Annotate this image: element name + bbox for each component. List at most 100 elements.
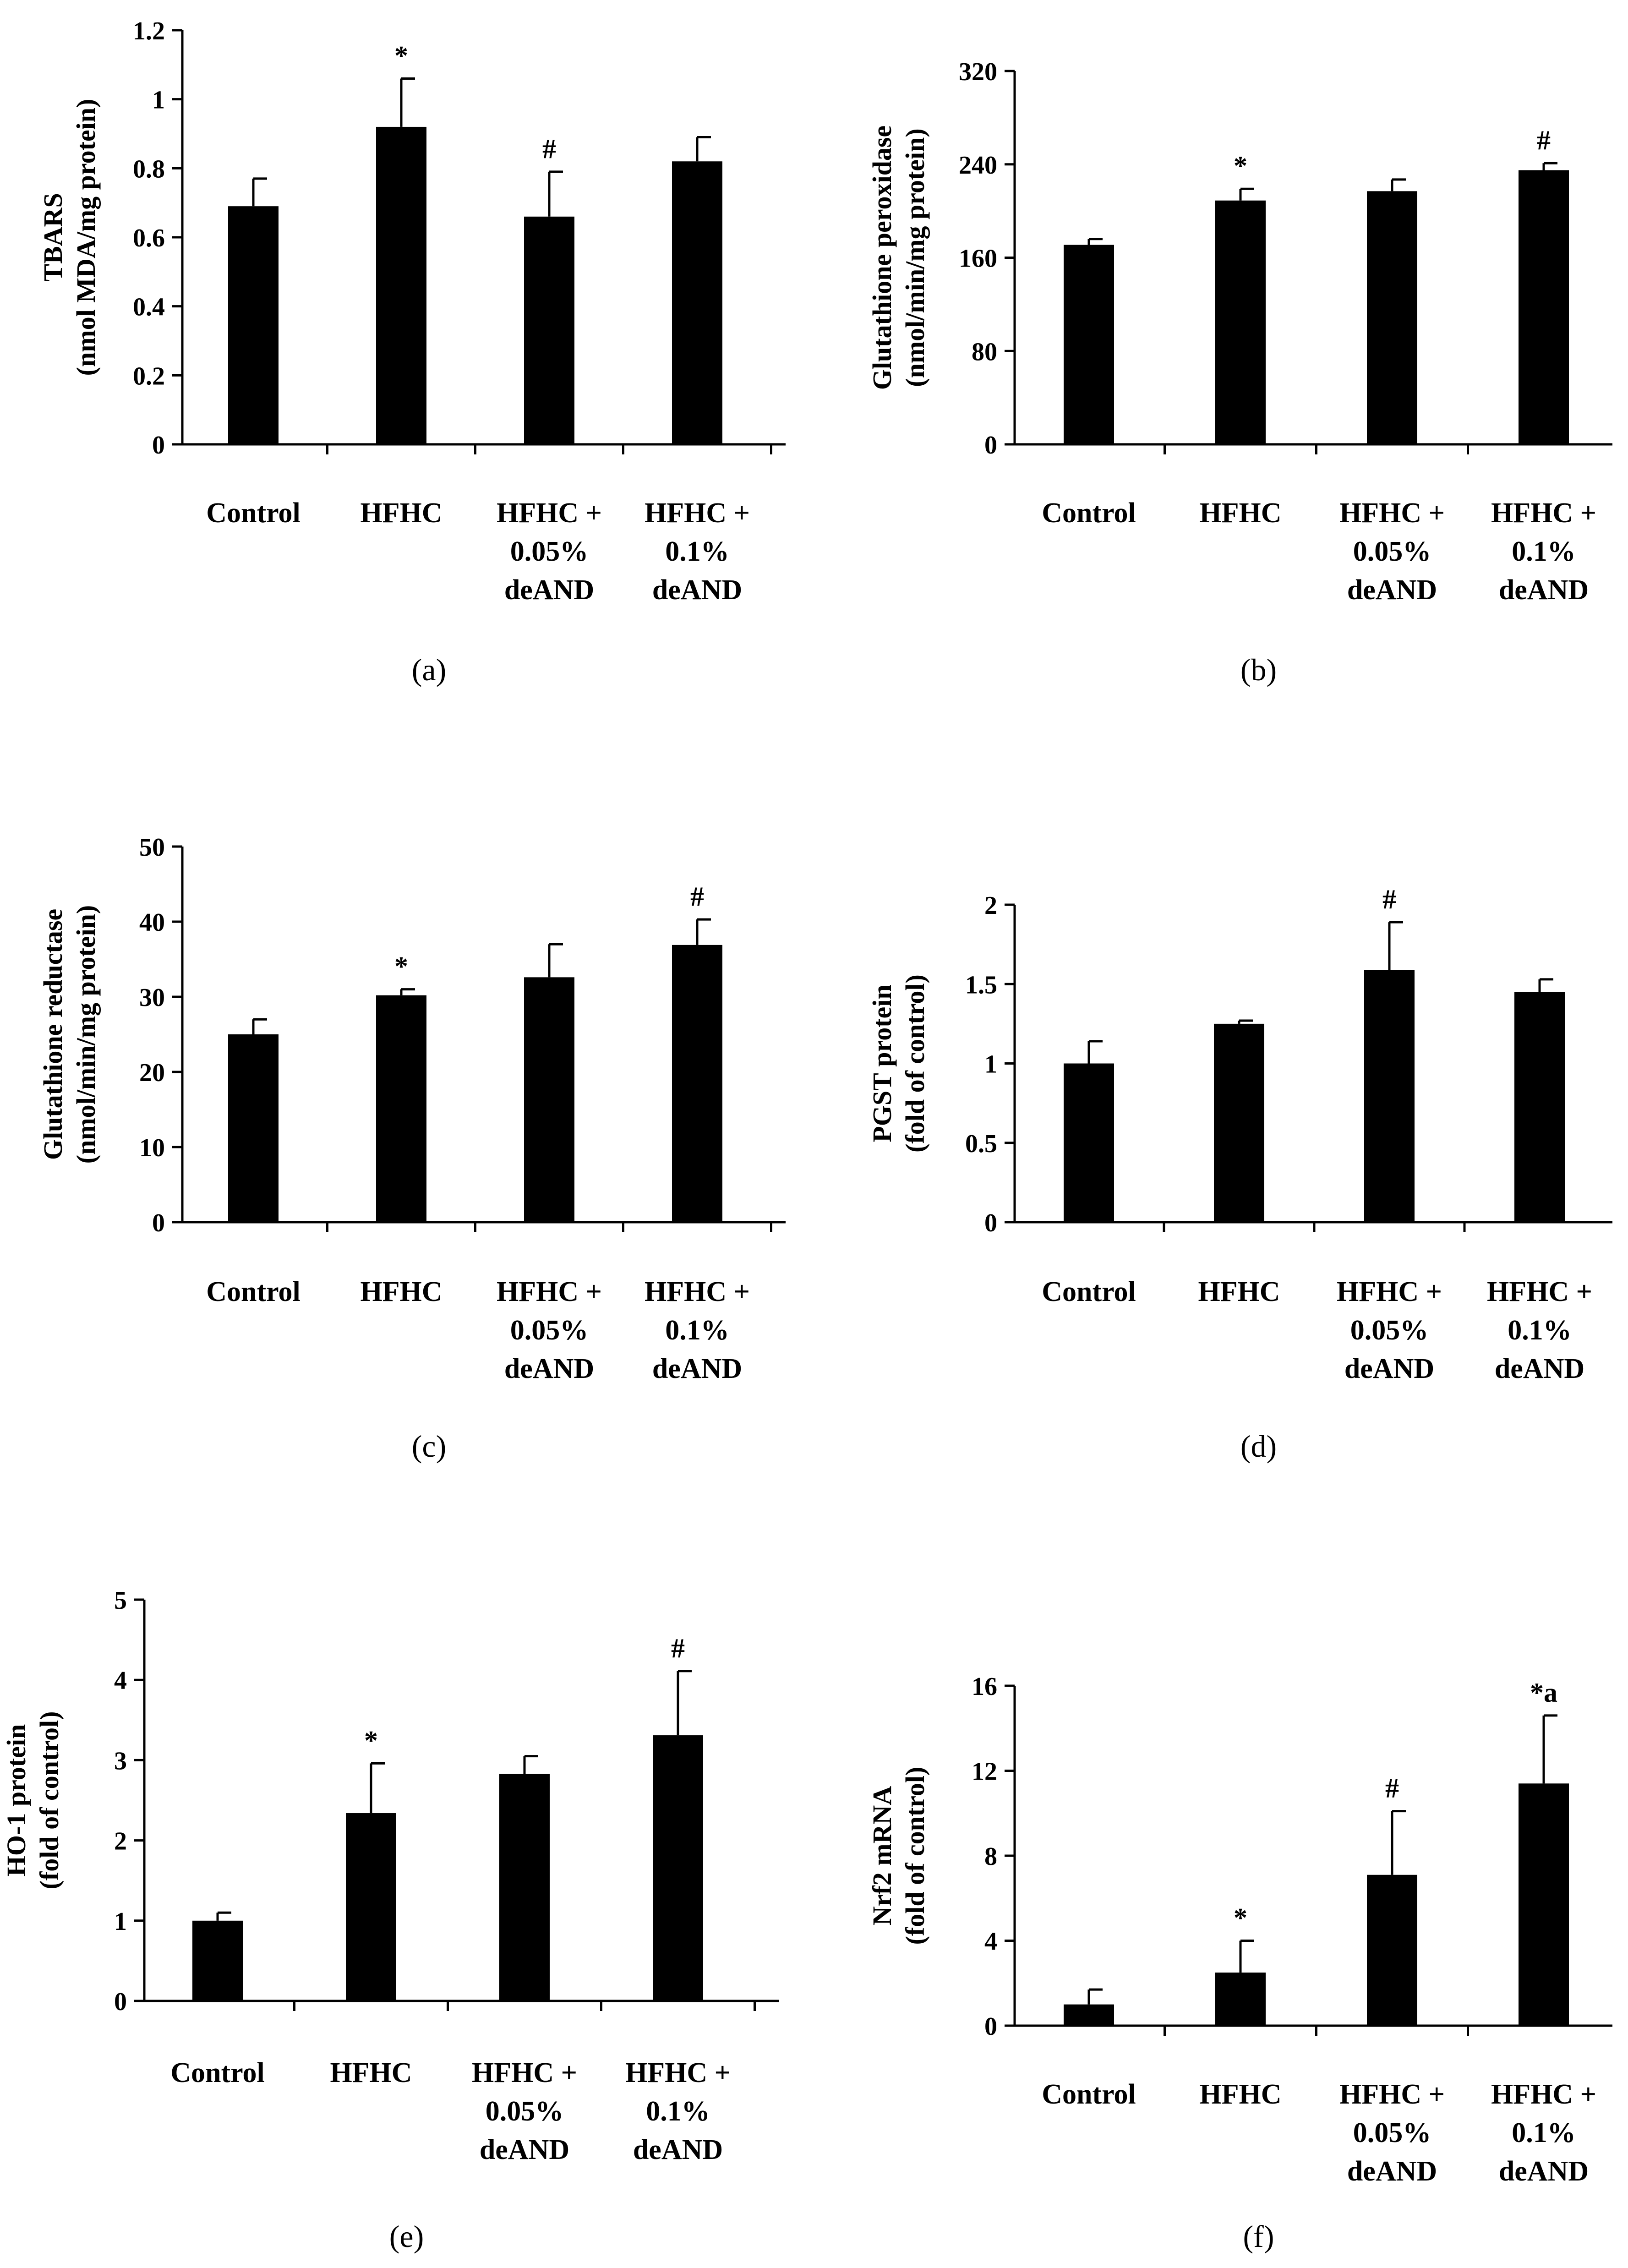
bar xyxy=(653,1735,703,2001)
significance-marker: # xyxy=(1537,125,1551,155)
y-tick-label: 0 xyxy=(984,2012,997,2041)
category-label: HFHC xyxy=(330,2057,412,2088)
y-tick-label: 16 xyxy=(972,1672,997,1701)
y-tick-label: 2 xyxy=(114,1827,127,1856)
chart-panel-3: 0 10 20 30 40 50 Glutathione reductase (nmol/mi… xyxy=(38,833,786,1464)
bar xyxy=(524,977,574,1222)
y-tick-label: 0 xyxy=(984,431,997,459)
category-label: Control xyxy=(1042,2079,1136,2110)
y-tick-label: 0 xyxy=(114,1988,127,2016)
bar xyxy=(1364,970,1415,1222)
significance-marker: * xyxy=(394,40,408,71)
y-tick-label: 12 xyxy=(972,1758,997,1786)
y-tick-label: 1.5 xyxy=(965,971,997,999)
y-tick-label: 20 xyxy=(139,1059,165,1087)
significance-marker: * xyxy=(394,951,408,982)
y-tick-label: 80 xyxy=(972,338,997,366)
y-tick-label: 0 xyxy=(152,431,165,459)
bar xyxy=(192,1920,243,2001)
y-tick-label: 0.4 xyxy=(133,293,165,322)
bar xyxy=(1514,992,1565,1222)
y-tick-label: 0.2 xyxy=(133,362,165,390)
y-tick-label: 320 xyxy=(959,58,997,86)
bar xyxy=(1064,245,1114,444)
panel-label: (f) xyxy=(1243,2219,1274,2254)
category-label: HFHC xyxy=(1199,497,1281,529)
chart-panel-2: 0 80 160 240 320 Glutathione peroxidase (nmol/… xyxy=(867,58,1612,687)
y-tick-label: 240 xyxy=(959,151,997,180)
category-label: HFHC +0.1% deAND xyxy=(1487,1276,1592,1384)
y-tick-label: 10 xyxy=(139,1134,165,1162)
y-tick-label: 160 xyxy=(959,245,997,273)
bar xyxy=(499,1774,550,2001)
bar xyxy=(1367,191,1417,444)
bar xyxy=(1519,1783,1569,2026)
bar xyxy=(1367,1875,1417,2026)
category-label: HFHC +0.05% deAND xyxy=(1339,2079,1445,2187)
y-tick-label: 1 xyxy=(984,1050,997,1079)
y-tick-label: 0 xyxy=(984,1209,997,1237)
category-label: Control xyxy=(170,2057,265,2088)
y-tick-label: 0.8 xyxy=(133,155,165,183)
y-axis-label: Glutathione peroxidase (nmol/min/mg prote… xyxy=(867,126,930,390)
panel-label: (a) xyxy=(412,652,446,687)
y-tick-label: 0 xyxy=(152,1209,165,1237)
category-label: HFHC +0.05% deAND xyxy=(1337,1276,1442,1384)
bar xyxy=(672,161,722,444)
category-label: HFHC xyxy=(360,497,442,529)
significance-marker: *a xyxy=(1530,1678,1557,1708)
y-tick-label: 0.5 xyxy=(965,1130,997,1158)
significance-marker: * xyxy=(1234,151,1247,181)
category-label: HFHC +0.1% deAND xyxy=(1491,497,1596,606)
bar xyxy=(376,995,426,1222)
chart-panel-5: 0 1 2 3 4 5 HO-1 protein (fold of control) Contr… xyxy=(1,1586,779,2254)
significance-marker: * xyxy=(364,1725,378,1755)
y-tick-label: 50 xyxy=(139,833,165,862)
category-label: HFHC +0.05% deAND xyxy=(472,2057,577,2165)
category-label: Control xyxy=(1042,1276,1136,1307)
category-label: HFHC +0.1% deAND xyxy=(645,497,750,606)
chart-panel-4: 0 0.5 1 1.5 2 PGST protein (fold of control) Co… xyxy=(867,884,1612,1464)
y-tick-label: 2 xyxy=(984,891,997,920)
category-label: Control xyxy=(206,1276,300,1307)
significance-marker: # xyxy=(671,1633,685,1663)
category-label: Control xyxy=(206,497,300,529)
bar xyxy=(1064,1063,1114,1222)
y-tick-label: 4 xyxy=(984,1928,997,1956)
bar xyxy=(346,1813,396,2001)
y-axis-label: PGST protein (fold of control) xyxy=(867,974,930,1153)
category-label: HFHC +0.05% deAND xyxy=(1339,497,1445,606)
category-label: HFHC xyxy=(360,1276,442,1307)
y-tick-label: 4 xyxy=(114,1667,127,1695)
y-tick-label: 30 xyxy=(139,984,165,1012)
category-label: HFHC +0.05% deAND xyxy=(497,1276,602,1384)
panel-label: (c) xyxy=(412,1429,446,1464)
category-label: HFHC +0.1% deAND xyxy=(1491,2079,1596,2187)
bar xyxy=(228,1034,279,1222)
significance-marker: * xyxy=(1234,1903,1247,1933)
panel-label: (b) xyxy=(1240,652,1277,687)
significance-marker: # xyxy=(542,134,556,164)
y-axis-label: TBARS (nmol MDA/mg protein) xyxy=(38,99,101,376)
bar xyxy=(1215,1973,1266,2026)
y-tick-label: 3 xyxy=(114,1747,127,1775)
bar xyxy=(1214,1023,1264,1222)
significance-marker: # xyxy=(1382,884,1396,914)
category-label: HFHC +0.1% deAND xyxy=(645,1276,750,1384)
y-tick-label: 8 xyxy=(984,1842,997,1871)
y-tick-label: 1.2 xyxy=(133,17,165,45)
chart-panel-1: 0 0.2 0.4 0.6 0.8 1 1.2 TBARS (nmol MDA/mg prote… xyxy=(38,17,786,687)
panel-label: (e) xyxy=(389,2219,424,2254)
significance-marker: # xyxy=(690,881,704,912)
y-axis-label: Glutathione reductase (nmol/min/mg protei… xyxy=(38,905,101,1164)
y-tick-label: 5 xyxy=(114,1586,127,1615)
significance-marker: # xyxy=(1385,1773,1399,1803)
bar xyxy=(524,216,574,444)
y-axis-label: Nrf2 mRNA (fold of control) xyxy=(867,1767,930,1945)
y-axis-label: HO-1 protein (fold of control) xyxy=(1,1711,64,1890)
category-label: HFHC xyxy=(1199,2079,1281,2110)
bar xyxy=(672,945,722,1222)
category-label: HFHC +0.1% deAND xyxy=(625,2057,731,2165)
y-tick-label: 0.6 xyxy=(133,224,165,252)
